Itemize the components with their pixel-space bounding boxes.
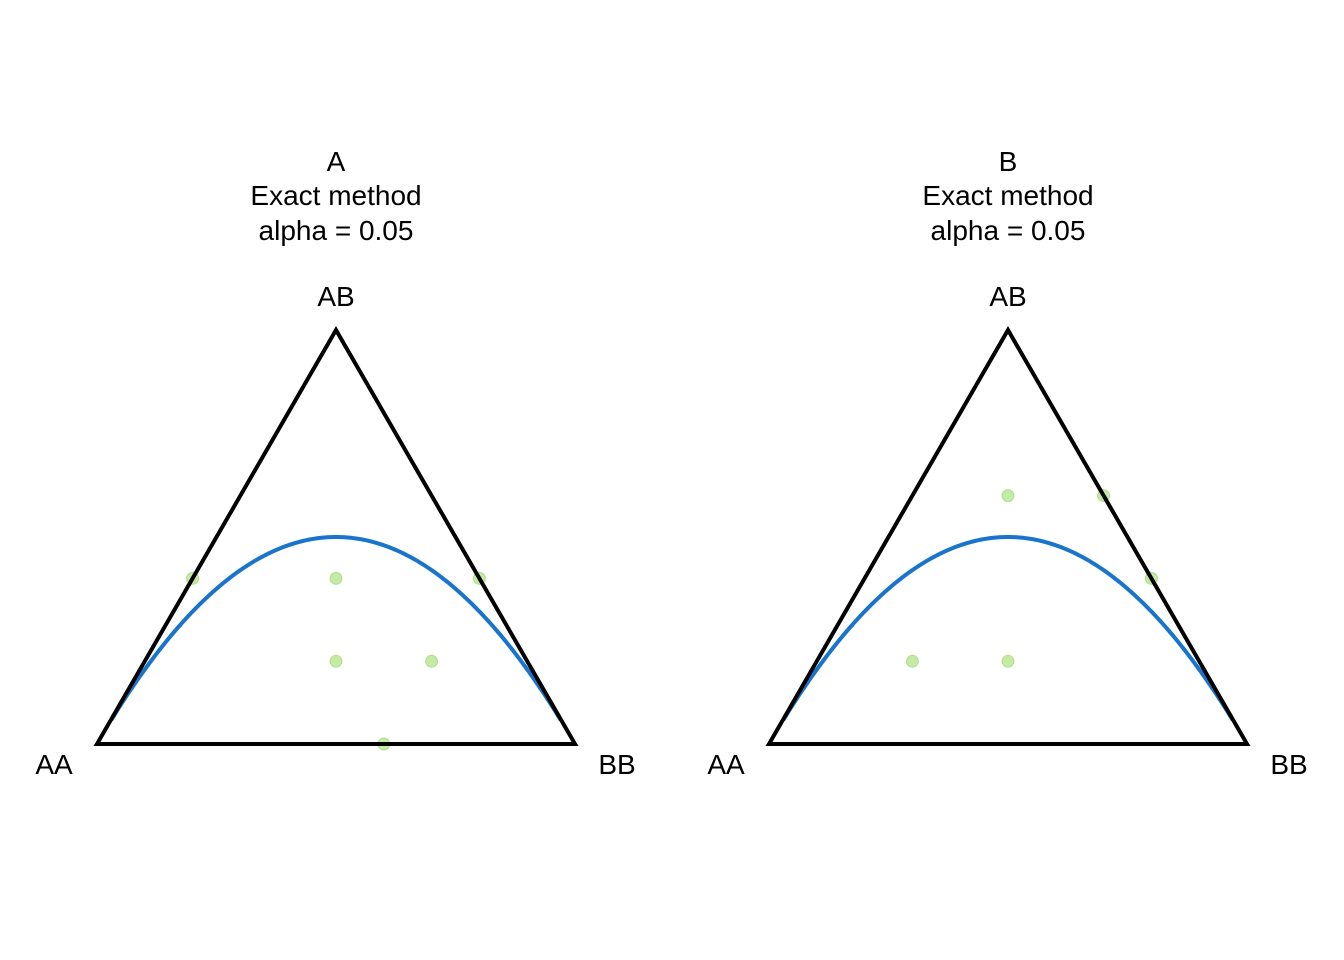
panel-title-line-3: alpha = 0.05 — [931, 215, 1086, 246]
ternary-triangle — [765, 325, 1251, 746]
panel-title-line-3: alpha = 0.05 — [259, 215, 414, 246]
ternary-panel-b: B Exact method alpha = 0.05 AB AA BB — [707, 146, 1307, 780]
data-point — [425, 654, 439, 668]
ternary-triangle — [93, 325, 579, 746]
genotype-points — [186, 571, 486, 751]
vertex-label-right: BB — [1270, 749, 1307, 780]
vertex-label-top: AB — [989, 281, 1026, 312]
vertex-label-left: AA — [707, 749, 745, 780]
data-point — [905, 654, 919, 668]
ternary-panel-a: A Exact method alpha = 0.05 AB AA BB — [35, 146, 635, 780]
vertex-label-top: AB — [317, 281, 354, 312]
data-point — [1001, 654, 1015, 668]
hwe-curve — [781, 534, 1235, 721]
data-point — [329, 571, 343, 585]
panel-title-line-1: A — [327, 146, 346, 177]
panel-title-line-2: Exact method — [250, 180, 421, 211]
panel-title-line-1: B — [999, 146, 1018, 177]
panel-title-line-2: Exact method — [922, 180, 1093, 211]
data-point — [1001, 489, 1015, 503]
genotype-points — [905, 489, 1158, 668]
data-point — [329, 654, 343, 668]
vertex-label-left: AA — [35, 749, 73, 780]
hwe-curve — [109, 534, 563, 721]
vertex-label-right: BB — [598, 749, 635, 780]
